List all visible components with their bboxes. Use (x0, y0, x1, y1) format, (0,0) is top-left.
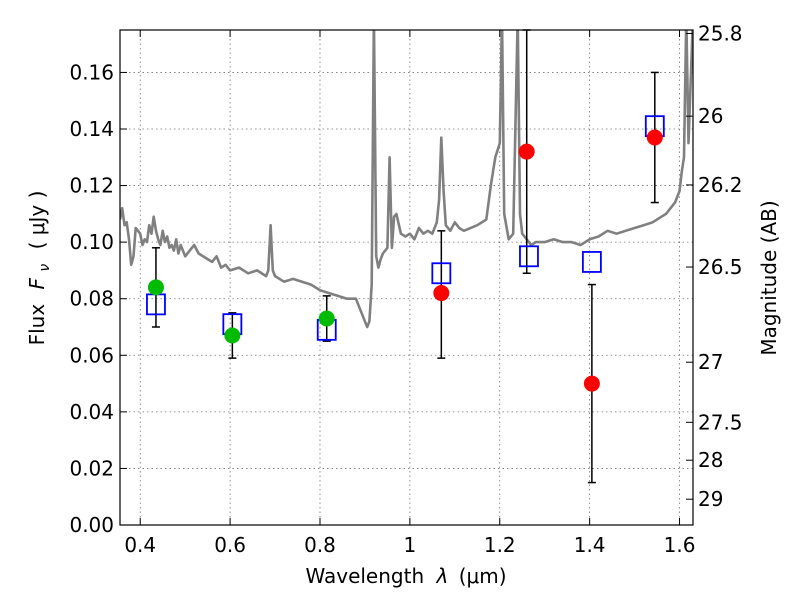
x-axis-label-symbol: λ (436, 564, 449, 588)
model-photometry-square (431, 262, 452, 285)
x-axis-label-unit: (μm) (459, 564, 507, 588)
observed-point (646, 129, 663, 146)
y-tick-label: 0.14 (69, 117, 114, 141)
x-tick-label: 1 (404, 533, 417, 557)
x-tick-label: 0.4 (124, 533, 156, 557)
y-axis-label-symbol: F (25, 277, 49, 289)
y-tick-label: 0.08 (69, 287, 114, 311)
right-axis-tick-label: 26 (698, 104, 723, 128)
observed-point (318, 310, 335, 327)
right-axis-tick-label: 28 (698, 448, 723, 472)
model-photometry-squares (146, 115, 665, 341)
observed-point (224, 327, 241, 344)
right-axis-tick-label: 26.5 (698, 255, 743, 279)
y-tick-label: 0.02 (69, 456, 114, 480)
x-tick-label: 1.2 (484, 533, 516, 557)
observed-points (147, 129, 663, 392)
y-axis-label-unit: ( μJy ) (25, 191, 49, 250)
x-axis-label: Wavelength λ (μm) (305, 564, 506, 588)
observed-point (433, 285, 450, 302)
x-tick-label: 0.8 (304, 533, 336, 557)
y-axis-label-subscript: ν (37, 264, 53, 272)
right-axis-tick-label: 27.5 (698, 410, 743, 434)
x-axis-label-prefix: Wavelength (305, 564, 424, 588)
observed-point (147, 279, 164, 296)
grid-lines (120, 30, 693, 526)
model-spectrum (120, 30, 693, 329)
model-photometry-square (519, 245, 539, 268)
right-axis-tick-label: 29 (698, 487, 723, 511)
y-tick-label: 0.10 (69, 230, 114, 254)
plot-frame (119, 29, 694, 526)
y-tick-label: 0.06 (69, 343, 114, 367)
plot-area (120, 29, 693, 484)
y-tick-label: 0.12 (69, 174, 114, 198)
observed-point (518, 143, 535, 160)
right-axis-label: Magnitude (AB) (757, 200, 781, 355)
model-photometry-square (581, 251, 602, 273)
right-axis-tick-label: 26.2 (698, 173, 743, 197)
right-axis-tick-label: 25.8 (698, 21, 743, 45)
y-tick-label: 0.00 (69, 513, 114, 537)
x-tick-label: 1.6 (664, 533, 696, 557)
y-axis-label-prefix: Flux (25, 304, 49, 346)
right-axis-tick-label: 27 (698, 350, 723, 374)
x-tick-label: 1.4 (574, 533, 606, 557)
y-tick-label: 0.04 (69, 400, 114, 424)
y-tick-label: 0.16 (69, 60, 114, 84)
y-axis-label: Flux F ν ( μJy ) (25, 191, 54, 346)
x-tick-label: 0.6 (214, 533, 246, 557)
axis-ticks: 0.4 0.6 0.8 1 1.2 1.4 1.6 0.00 0.02 0.04 0.06 0.08 0… (69, 21, 742, 557)
observed-point (583, 375, 600, 392)
spectrum-line (120, 30, 693, 329)
